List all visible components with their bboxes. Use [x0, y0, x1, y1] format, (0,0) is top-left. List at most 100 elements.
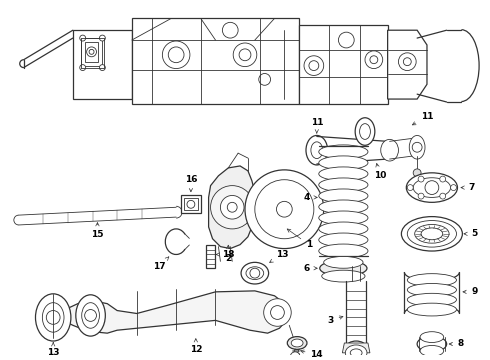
Polygon shape — [299, 25, 388, 104]
Circle shape — [255, 180, 314, 239]
Bar — [85, 42, 98, 62]
Ellipse shape — [415, 225, 449, 243]
Circle shape — [99, 65, 105, 71]
Circle shape — [233, 43, 257, 67]
Ellipse shape — [406, 173, 458, 202]
Ellipse shape — [401, 217, 463, 251]
Polygon shape — [132, 18, 299, 104]
Text: 18: 18 — [216, 250, 235, 259]
Circle shape — [412, 142, 422, 152]
Polygon shape — [343, 343, 370, 353]
Ellipse shape — [291, 339, 303, 347]
Ellipse shape — [421, 228, 442, 240]
Text: 7: 7 — [461, 183, 474, 192]
Bar — [181, 195, 201, 213]
Circle shape — [403, 58, 411, 66]
Circle shape — [162, 41, 190, 68]
Text: 11: 11 — [413, 112, 433, 125]
Text: 15: 15 — [91, 222, 104, 239]
Circle shape — [264, 299, 291, 326]
Ellipse shape — [413, 178, 451, 197]
Circle shape — [398, 53, 416, 71]
Ellipse shape — [407, 221, 457, 247]
Text: 16: 16 — [185, 175, 197, 192]
Circle shape — [187, 201, 195, 208]
Circle shape — [46, 311, 60, 324]
Polygon shape — [63, 291, 289, 333]
Ellipse shape — [407, 283, 457, 296]
Ellipse shape — [345, 345, 367, 360]
Circle shape — [407, 185, 413, 190]
Circle shape — [239, 49, 251, 61]
Text: 8: 8 — [449, 339, 464, 348]
Circle shape — [425, 181, 439, 194]
Ellipse shape — [319, 244, 368, 258]
Ellipse shape — [311, 142, 323, 158]
Text: 11: 11 — [311, 118, 323, 133]
Bar — [81, 38, 102, 66]
Ellipse shape — [319, 200, 368, 214]
Text: 6: 6 — [304, 264, 317, 273]
Circle shape — [259, 73, 270, 85]
Circle shape — [418, 193, 424, 199]
Circle shape — [250, 268, 260, 278]
Circle shape — [440, 193, 446, 199]
Circle shape — [413, 169, 421, 177]
Circle shape — [440, 176, 446, 182]
Ellipse shape — [407, 303, 457, 316]
Circle shape — [290, 352, 300, 360]
Circle shape — [309, 61, 319, 71]
Ellipse shape — [360, 123, 370, 139]
Circle shape — [245, 170, 324, 248]
Ellipse shape — [241, 262, 269, 284]
Circle shape — [80, 35, 86, 41]
Circle shape — [87, 47, 97, 57]
Ellipse shape — [287, 337, 307, 350]
Bar — [184, 198, 198, 210]
Text: 17: 17 — [153, 257, 169, 271]
Ellipse shape — [322, 270, 365, 282]
Ellipse shape — [246, 267, 264, 280]
Ellipse shape — [319, 211, 368, 225]
Text: 10: 10 — [373, 163, 386, 180]
Text: 12: 12 — [190, 339, 202, 354]
Circle shape — [304, 56, 324, 76]
Ellipse shape — [417, 336, 447, 352]
Ellipse shape — [82, 303, 99, 328]
Ellipse shape — [350, 349, 362, 357]
Circle shape — [227, 202, 237, 212]
Ellipse shape — [420, 346, 444, 356]
Ellipse shape — [319, 222, 368, 236]
Ellipse shape — [407, 274, 457, 287]
Ellipse shape — [42, 303, 64, 332]
Polygon shape — [73, 30, 132, 99]
Ellipse shape — [319, 156, 368, 170]
Circle shape — [276, 201, 292, 217]
Circle shape — [451, 185, 457, 190]
Circle shape — [339, 32, 354, 48]
Ellipse shape — [306, 135, 328, 165]
Circle shape — [365, 51, 383, 68]
Ellipse shape — [319, 167, 368, 181]
Polygon shape — [388, 30, 427, 99]
Text: 1: 1 — [287, 229, 312, 249]
Circle shape — [80, 65, 86, 71]
Ellipse shape — [76, 295, 105, 336]
Ellipse shape — [319, 145, 368, 159]
Circle shape — [168, 47, 184, 63]
Circle shape — [418, 176, 424, 182]
Circle shape — [85, 310, 97, 321]
Ellipse shape — [319, 233, 368, 247]
Ellipse shape — [320, 260, 367, 276]
Circle shape — [270, 306, 284, 319]
Ellipse shape — [319, 189, 368, 203]
Ellipse shape — [35, 294, 71, 341]
Circle shape — [89, 49, 94, 54]
Bar — [206, 245, 216, 268]
Circle shape — [222, 22, 238, 38]
Ellipse shape — [409, 135, 425, 159]
Text: 14: 14 — [300, 350, 323, 359]
Polygon shape — [209, 166, 255, 248]
Ellipse shape — [355, 118, 375, 145]
Circle shape — [370, 56, 378, 64]
